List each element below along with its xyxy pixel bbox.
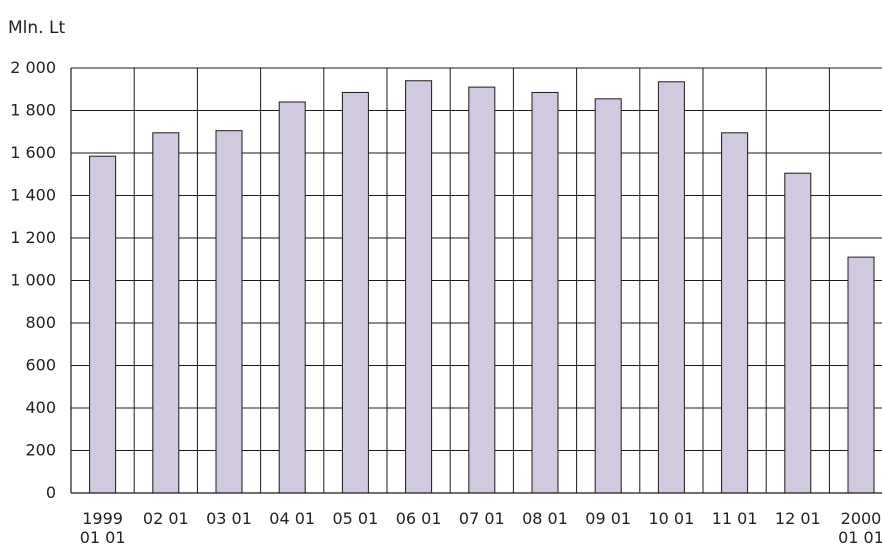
y-tick-label: 1 400: [10, 186, 56, 205]
bar: [784, 172, 812, 494]
y-tick-label: 1 000: [10, 271, 56, 290]
x-tick-label: 02 01: [143, 509, 189, 528]
bar: [594, 98, 622, 494]
y-tick-label: 1 600: [10, 143, 56, 162]
x-tick-label: 1999: [82, 509, 123, 528]
bar: [847, 256, 875, 494]
bar: [531, 91, 559, 494]
x-tick-label: 04 01: [269, 509, 315, 528]
bar: [278, 101, 306, 494]
plot-frame: [70, 68, 882, 494]
x-tick-label: 10 01: [648, 509, 694, 528]
bar: [152, 132, 180, 494]
y-tick-label: 800: [25, 313, 56, 332]
y-tick-label: 2 000: [10, 58, 56, 77]
x-tick-label: 09 01: [585, 509, 631, 528]
y-tick-label: 0: [46, 483, 56, 502]
bar: [215, 130, 243, 494]
y-tick-label: 400: [25, 398, 56, 417]
bar: [341, 91, 369, 494]
y-axis-unit-label: Mln. Lt: [8, 18, 65, 38]
bars: [89, 80, 875, 494]
bar: [721, 132, 749, 494]
x-tick-label: 08 01: [522, 509, 568, 528]
bar: [657, 81, 685, 494]
y-tick-label: 200: [25, 441, 56, 460]
y-tick-label: 1 200: [10, 228, 56, 247]
y-axis-ticks: 0 200 400 600 800 1 000 1 200 1 400 1 600 1 800 2 …: [10, 58, 56, 502]
x-tick-label: 2000: [841, 509, 882, 528]
bar: [405, 80, 433, 494]
x-tick-label: 06 01: [396, 509, 442, 528]
y-tick-label: 600: [25, 356, 56, 375]
x-tick-label: 01 01: [80, 528, 126, 547]
x-tick-label: 05 01: [332, 509, 378, 528]
x-tick-label: 07 01: [459, 509, 505, 528]
x-tick-label: 11 01: [712, 509, 758, 528]
x-tick-label: 12 01: [775, 509, 821, 528]
x-tick-label: 01 01: [838, 528, 882, 547]
x-tick-label: 03 01: [206, 509, 252, 528]
y-tick-label: 1 800: [10, 101, 56, 120]
bar: [89, 155, 117, 494]
bar: [468, 86, 496, 494]
